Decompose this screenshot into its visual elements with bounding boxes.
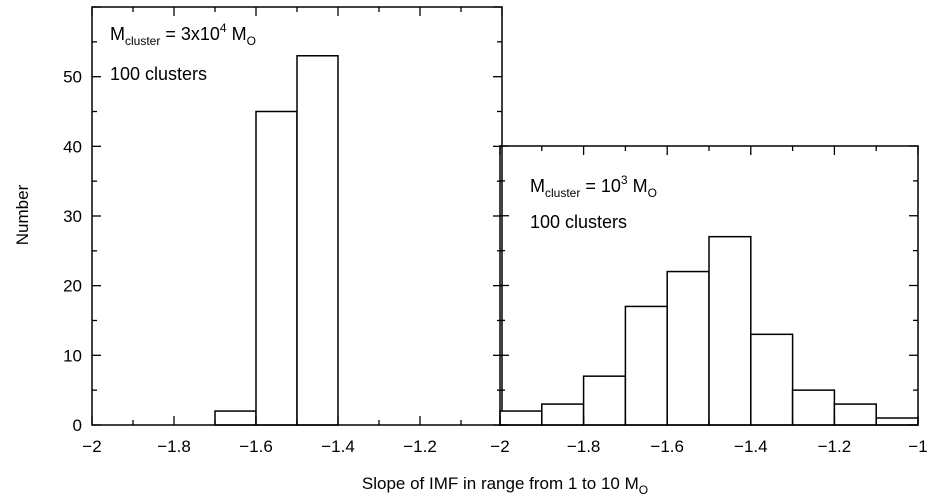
left-count-annotation: 100 clusters	[110, 64, 207, 84]
right-x-tick-label: −1.6	[650, 437, 684, 456]
right-x-tick-label: −1.8	[567, 437, 601, 456]
left-x-tick-label: −1.6	[239, 437, 273, 456]
left-histogram-bar	[214, 410, 257, 426]
right-mass-annotation: Mcluster = 103 MO	[530, 173, 657, 200]
right-histogram-bar	[499, 410, 543, 426]
left-mass-annotation: Mcluster = 3x104 MO	[110, 21, 256, 48]
left-y-tick-label: 30	[63, 207, 82, 226]
right-x-tick-label: −1.2	[818, 437, 852, 456]
left-x-tick-label: −1.4	[321, 437, 355, 456]
right-histogram-bar	[624, 305, 668, 426]
right-count-annotation: 100 clusters	[530, 212, 627, 232]
left-y-tick-label: 10	[63, 346, 82, 365]
left-histogram-bar	[255, 110, 298, 426]
y-axis-label: Number	[13, 184, 32, 245]
right-x-tick-label: −1.4	[734, 437, 768, 456]
left-x-tick-label: −2	[82, 437, 101, 456]
right-panel: −2 −1.8 −1.6 −1.4 −1.2 −1	[490, 145, 928, 456]
x-axis-label: Slope of IMF in range from 1 to 10 MO	[362, 474, 648, 497]
left-x-tick-label: −1.2	[403, 437, 437, 456]
left-histogram-bar	[296, 55, 339, 426]
left-panel: −2 −1.8 −1.6 −1.4 −1.2 0 10 20 30 40 50	[63, 6, 503, 456]
left-y-tick-label: 20	[63, 277, 82, 296]
right-x-tick-label: −2	[490, 437, 509, 456]
right-histogram-bar	[833, 403, 877, 426]
left-x-tick-label: −1.8	[157, 437, 191, 456]
right-histogram-bar	[791, 389, 836, 426]
left-y-tick-label: 50	[63, 68, 82, 87]
left-y-tick-label: 40	[63, 137, 82, 156]
right-histogram-bar	[875, 417, 919, 426]
left-y-tick-label: 0	[73, 416, 82, 435]
right-histogram-bar	[708, 235, 752, 426]
right-histogram-bar	[582, 375, 627, 426]
right-histogram-bar	[666, 270, 710, 426]
right-x-tick-label: −1	[908, 437, 927, 456]
right-histogram-bar	[541, 403, 585, 426]
right-histogram-bar	[750, 333, 794, 426]
